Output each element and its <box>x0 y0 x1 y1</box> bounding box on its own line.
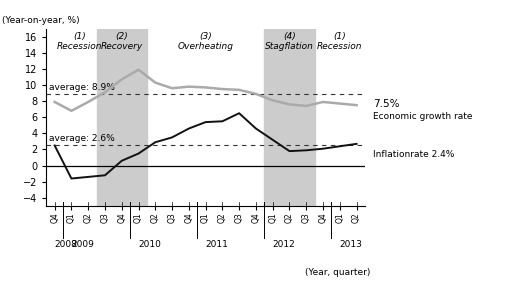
Text: (1): (1) <box>74 32 86 41</box>
Text: Q4: Q4 <box>117 212 126 223</box>
Text: average: 2.6%: average: 2.6% <box>49 134 115 143</box>
Text: 2010: 2010 <box>138 240 161 249</box>
Text: Recession: Recession <box>57 42 103 51</box>
Text: Q2: Q2 <box>218 212 227 223</box>
Text: Economic growth rate: Economic growth rate <box>373 112 472 121</box>
Text: Recovery: Recovery <box>101 42 143 51</box>
Text: (Year-on-year, %): (Year-on-year, %) <box>2 16 79 25</box>
Text: Q1: Q1 <box>67 212 76 223</box>
Text: Q1: Q1 <box>134 212 143 223</box>
Text: Q1: Q1 <box>335 212 344 223</box>
Text: Overheating: Overheating <box>178 42 233 51</box>
Text: (3): (3) <box>199 32 212 41</box>
Text: Q4: Q4 <box>185 212 193 223</box>
Text: Q2: Q2 <box>352 212 361 223</box>
Text: (2): (2) <box>115 32 128 41</box>
Text: Q2: Q2 <box>84 212 93 223</box>
Text: (Year, quarter): (Year, quarter) <box>305 269 370 277</box>
Text: Q2: Q2 <box>285 212 294 223</box>
Text: Inflation⁠rate 2.4%: Inflation⁠rate 2.4% <box>373 150 454 159</box>
Text: Recession: Recession <box>317 42 362 51</box>
Text: Q4: Q4 <box>50 212 59 223</box>
Text: 2013: 2013 <box>340 240 363 249</box>
Text: Q1: Q1 <box>268 212 277 223</box>
Bar <box>264 29 315 206</box>
Text: (1): (1) <box>334 32 346 41</box>
Text: Q3: Q3 <box>302 212 311 223</box>
Text: 2009: 2009 <box>71 240 94 249</box>
Text: 7.5%: 7.5% <box>373 99 399 109</box>
Text: Q1: Q1 <box>201 212 210 223</box>
Text: Q4: Q4 <box>251 212 261 223</box>
Text: 2012: 2012 <box>273 240 296 249</box>
Text: Q3: Q3 <box>100 212 109 223</box>
Text: 2008: 2008 <box>54 240 78 249</box>
Text: Q3: Q3 <box>235 212 244 223</box>
Text: Q2: Q2 <box>151 212 160 223</box>
Text: average: 8.9%: average: 8.9% <box>49 83 115 92</box>
Text: (4): (4) <box>283 32 296 41</box>
Text: 2011: 2011 <box>206 240 229 249</box>
Text: Stagflation: Stagflation <box>265 42 314 51</box>
Text: Q4: Q4 <box>319 212 327 223</box>
Text: Q3: Q3 <box>168 212 176 223</box>
Bar <box>97 29 147 206</box>
